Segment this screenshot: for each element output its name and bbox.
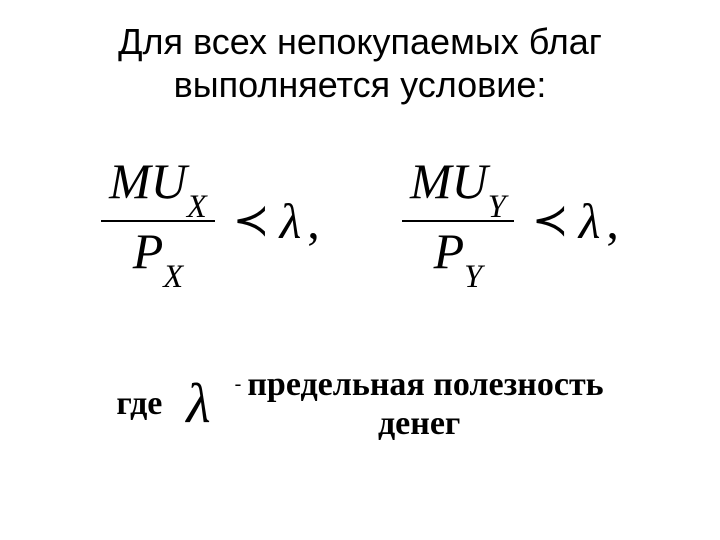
- formula-row: MUX PX ≺ λ, MUY PY ≺ λ,: [40, 156, 680, 285]
- numerator-x: MUX: [101, 156, 215, 222]
- fraction-y: MUY PY: [402, 156, 514, 285]
- lambda-x: λ: [280, 192, 302, 250]
- where-row: где λ - предельная полезность денег: [40, 365, 680, 443]
- formula-x: MUX PX ≺ λ,: [101, 156, 320, 285]
- fraction-x: MUX PX: [101, 156, 215, 285]
- denominator-main-x: P: [133, 223, 164, 279]
- numerator-main-y: MU: [410, 153, 488, 209]
- numerator-main-x: MU: [109, 153, 187, 209]
- denominator-y: PY: [426, 222, 491, 286]
- numerator-y: MUY: [402, 156, 514, 222]
- where-dash: -: [235, 373, 242, 396]
- numerator-sub-y: Y: [488, 189, 506, 225]
- where-desc-line1-wrap: - предельная полезность: [235, 365, 604, 404]
- where-label: где: [116, 385, 162, 423]
- denominator-main-y: P: [434, 223, 465, 279]
- numerator-sub-x: X: [187, 189, 207, 225]
- slide-title: Для всех непокупаемых благ выполняется у…: [40, 20, 680, 106]
- title-line-1: Для всех непокупаемых благ: [118, 21, 602, 62]
- lambda-y: λ: [579, 192, 601, 250]
- relation-y: ≺: [532, 195, 569, 246]
- formula-y: MUY PY ≺ λ,: [402, 156, 619, 285]
- comma-y: ,: [606, 192, 619, 250]
- relation-x: ≺: [233, 195, 270, 246]
- denominator-sub-y: Y: [464, 259, 482, 295]
- title-line-2: выполняется условие:: [174, 64, 547, 105]
- where-desc-line2: денег: [378, 404, 460, 443]
- comma-x: ,: [307, 192, 320, 250]
- denominator-sub-x: X: [163, 259, 183, 295]
- where-desc-line1: предельная полезность: [247, 365, 603, 404]
- where-lambda: λ: [186, 372, 210, 436]
- where-description: - предельная полезность денег: [235, 365, 604, 443]
- denominator-x: PX: [125, 222, 191, 286]
